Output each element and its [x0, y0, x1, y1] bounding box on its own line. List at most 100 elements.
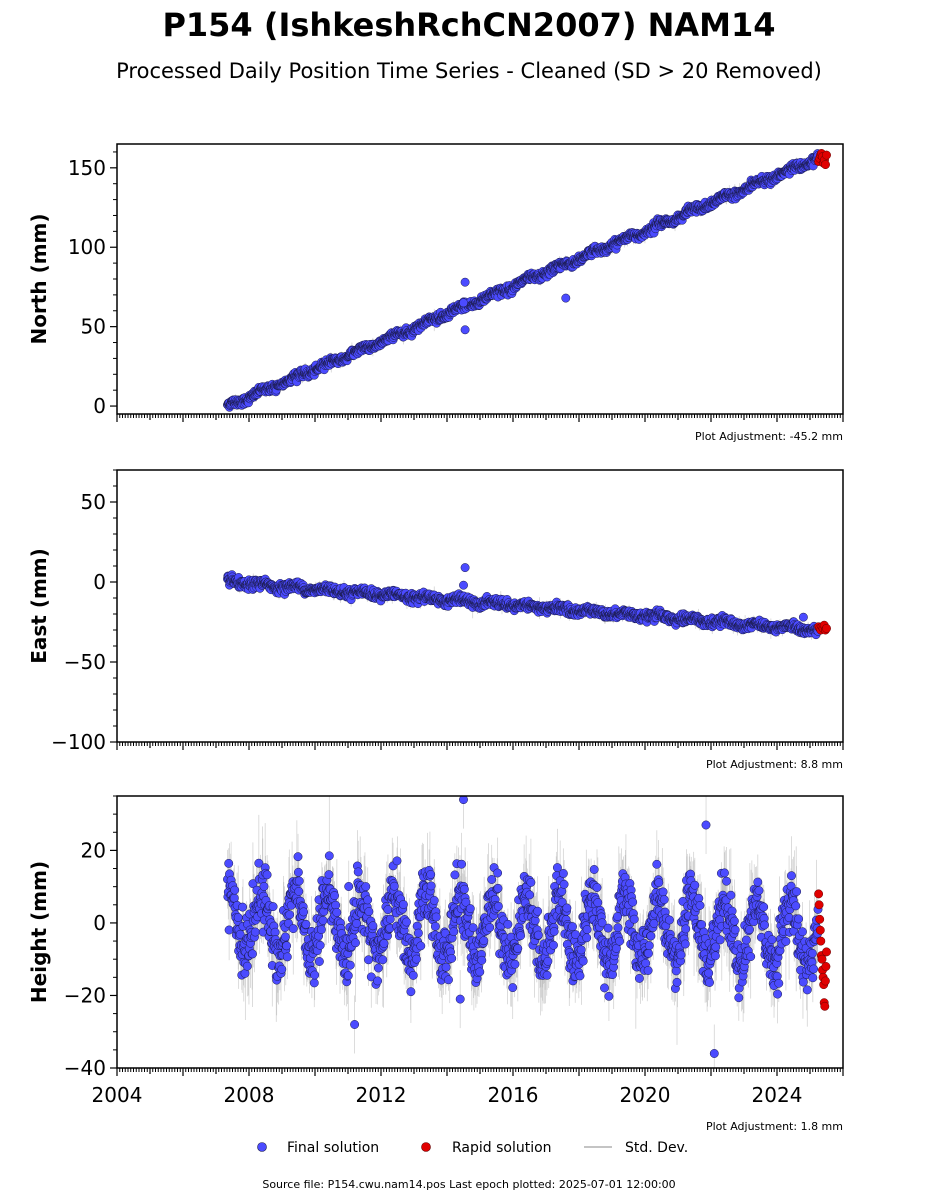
- final-point: [690, 880, 700, 890]
- final-point: [672, 977, 682, 987]
- final-point: [658, 887, 668, 897]
- final-point: [449, 927, 459, 937]
- final-point: [759, 902, 769, 912]
- final-point: [654, 878, 664, 888]
- final-point: [460, 563, 470, 573]
- final-point: [363, 895, 373, 905]
- y-tick-label: 0: [93, 570, 106, 594]
- final-point: [378, 955, 388, 965]
- final-point: [643, 966, 653, 975]
- final-point: [726, 890, 736, 900]
- final-point: [459, 884, 469, 894]
- final-point: [413, 928, 423, 938]
- final-point: [525, 890, 535, 900]
- panel-2: −100 −50 0 50 East (mm) Plot Adjustment: 8.8 …: [27, 469, 844, 771]
- final-point: [450, 870, 460, 880]
- plot-area: [223, 149, 831, 412]
- final-point: [615, 936, 625, 946]
- final-point: [671, 966, 681, 976]
- final-point: [734, 993, 744, 1003]
- final-point: [441, 962, 451, 972]
- final-point: [426, 870, 436, 879]
- final-point: [250, 927, 260, 937]
- y-tick-label: 100: [68, 235, 106, 259]
- final-point: [503, 919, 513, 929]
- final-point: [318, 915, 328, 925]
- final-point: [558, 869, 568, 878]
- final-point: [513, 944, 523, 953]
- final-point: [457, 859, 467, 869]
- final-point: [549, 940, 558, 950]
- final-point: [233, 913, 243, 922]
- final-point: [259, 881, 269, 891]
- plot-area: [223, 563, 831, 640]
- final-point: [238, 902, 248, 912]
- final-point: [628, 897, 638, 907]
- final-solution-points: [223, 796, 823, 1058]
- final-point: [613, 923, 623, 933]
- final-point: [487, 875, 497, 884]
- final-point: [681, 924, 691, 934]
- final-point: [722, 876, 731, 886]
- final-point: [516, 931, 526, 941]
- final-point: [465, 904, 475, 914]
- final-point: [479, 936, 489, 946]
- final-point: [475, 967, 485, 977]
- final-point: [562, 903, 572, 913]
- final-point: [665, 915, 674, 925]
- final-point: [746, 952, 756, 962]
- final-point: [379, 939, 389, 948]
- final-point: [426, 881, 436, 891]
- final-point: [593, 898, 603, 908]
- y-tick-label: 50: [81, 490, 106, 514]
- final-point: [676, 950, 686, 960]
- final-point: [508, 983, 518, 993]
- final-point: [408, 970, 418, 980]
- final-point: [324, 851, 334, 861]
- final-point: [262, 870, 272, 880]
- final-point: [285, 910, 295, 920]
- final-point: [444, 975, 453, 985]
- y-tick-label: −50: [64, 650, 106, 674]
- rapid-point: [822, 623, 831, 633]
- final-point: [294, 886, 304, 896]
- final-point: [575, 971, 585, 981]
- final-point: [447, 953, 457, 963]
- final-point: [704, 968, 714, 978]
- final-point: [460, 277, 470, 287]
- figure-subtitle: Processed Daily Position Time Series - C…: [116, 59, 822, 83]
- final-point: [330, 891, 339, 901]
- final-point: [368, 921, 378, 931]
- final-point: [773, 989, 783, 999]
- rapid-solution-points: [814, 620, 831, 635]
- y-axis-label: North (mm): [27, 213, 51, 344]
- final-point: [361, 882, 371, 892]
- rapid-point: [822, 150, 831, 160]
- final-point: [230, 885, 240, 895]
- y-tick-label: 150: [68, 156, 106, 180]
- panels: 0 50 100 150 North (mm) Plot Adjustment: -45.…: [27, 143, 844, 1133]
- final-point: [543, 956, 553, 966]
- final-point: [282, 941, 292, 951]
- final-point: [549, 927, 559, 936]
- final-point: [568, 922, 577, 932]
- final-point: [578, 956, 588, 966]
- final-point: [430, 921, 440, 931]
- figure-title: P154 (IshkeshRchCN2007) NAM14: [162, 6, 775, 44]
- final-point: [301, 919, 311, 929]
- final-point: [406, 987, 416, 997]
- final-point: [485, 923, 495, 932]
- final-point: [294, 876, 304, 886]
- final-point: [493, 901, 503, 911]
- plot-area: [223, 796, 831, 1068]
- final-point: [280, 932, 290, 942]
- y-tick-label: 50: [81, 315, 106, 339]
- final-point: [526, 877, 536, 887]
- final-point: [398, 900, 408, 909]
- final-point: [364, 955, 373, 965]
- final-point: [343, 971, 353, 981]
- final-point: [373, 976, 383, 986]
- final-point: [373, 963, 383, 973]
- final-point: [460, 325, 470, 335]
